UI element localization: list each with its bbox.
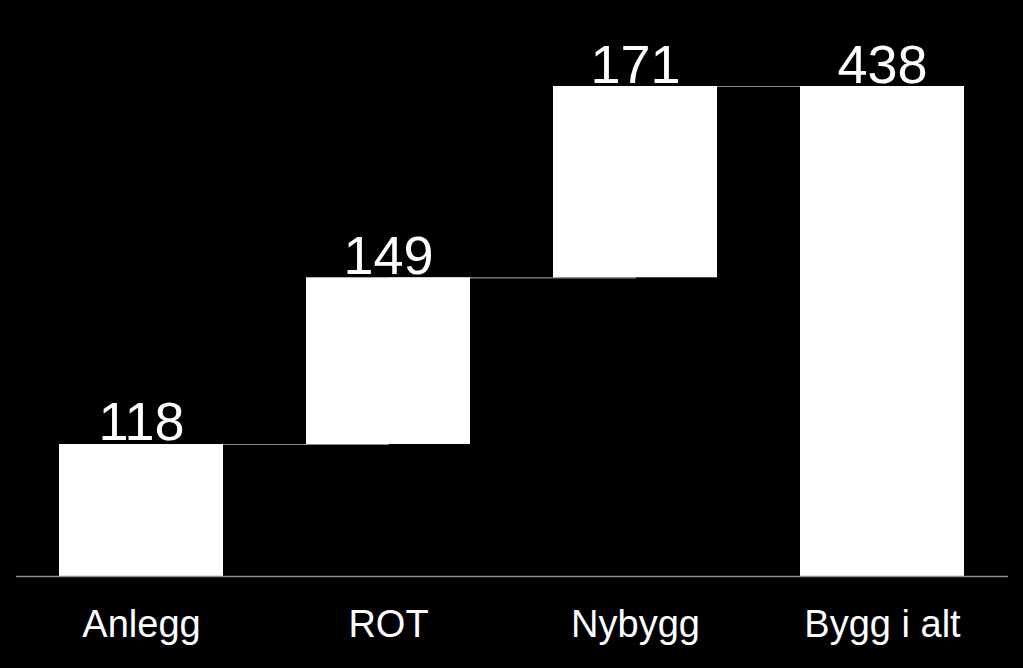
svg-text:Anlegg: Anlegg [82,603,200,645]
svg-text:118: 118 [98,391,184,451]
svg-text:438: 438 [837,34,927,94]
svg-text:ROT: ROT [348,603,428,645]
svg-text:Bygg i alt: Bygg i alt [804,603,961,645]
svg-text:149: 149 [343,225,433,285]
svg-text:171: 171 [590,34,680,94]
svg-text:Nybygg: Nybygg [571,603,700,645]
